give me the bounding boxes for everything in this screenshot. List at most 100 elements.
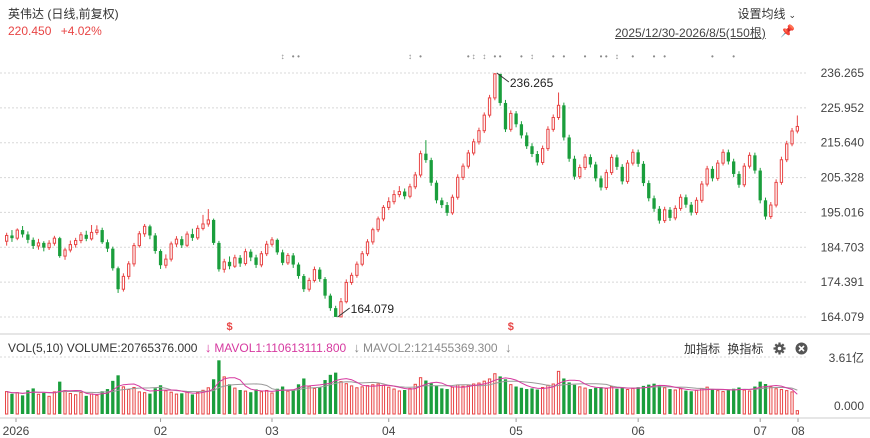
volume-bar bbox=[456, 384, 460, 415]
volume-bar bbox=[360, 386, 364, 415]
candle-body bbox=[503, 102, 508, 130]
candle-body bbox=[349, 274, 354, 283]
volume-bar bbox=[270, 392, 274, 415]
x-tick-label: 04 bbox=[382, 424, 396, 438]
volume-bar bbox=[631, 387, 635, 415]
event-marker: • bbox=[520, 52, 523, 61]
candle-body bbox=[525, 135, 529, 147]
candle-body bbox=[583, 156, 587, 169]
volume-bar bbox=[153, 388, 157, 414]
mavol2-line bbox=[6, 380, 798, 394]
volume-bar bbox=[280, 386, 285, 414]
add-indicator-button[interactable]: 加指标 bbox=[684, 342, 721, 356]
candle-body bbox=[270, 239, 274, 245]
candle-body bbox=[227, 261, 232, 267]
candle-body bbox=[148, 226, 152, 236]
pin-icon[interactable]: 📌 bbox=[780, 24, 795, 38]
candle-body bbox=[79, 234, 83, 242]
volume-bar bbox=[265, 389, 269, 415]
volume-bar bbox=[180, 393, 184, 414]
event-marker: • bbox=[467, 52, 470, 61]
candle-body bbox=[514, 113, 518, 125]
mavol1-line bbox=[6, 377, 798, 396]
dividend-marker: $ bbox=[508, 321, 514, 333]
volume-bar bbox=[403, 390, 407, 414]
date-range-link[interactable]: 2025/12/30-2026/8/5(150根) bbox=[615, 26, 766, 40]
candle-body bbox=[790, 130, 794, 145]
event-marker: • bbox=[584, 52, 587, 61]
candle-body bbox=[615, 157, 619, 167]
candle-body bbox=[530, 146, 534, 155]
x-tick-label: 2026 bbox=[3, 424, 30, 438]
event-marker: • bbox=[562, 52, 565, 61]
candle-body bbox=[132, 245, 136, 265]
volume-bar bbox=[169, 391, 173, 415]
volume-bar bbox=[445, 389, 449, 414]
volume-bar bbox=[68, 392, 72, 415]
candle-body bbox=[10, 235, 14, 239]
volume-bar bbox=[116, 375, 120, 414]
volume-bar bbox=[732, 388, 736, 414]
candle-body bbox=[753, 155, 757, 171]
volume-bar bbox=[440, 388, 444, 414]
x-tick-label: 03 bbox=[265, 424, 279, 438]
volume-bar bbox=[328, 374, 333, 414]
candle-body bbox=[291, 255, 295, 265]
candle-body bbox=[668, 209, 672, 218]
volume-bar bbox=[503, 379, 508, 414]
x-tick-label: 08 bbox=[791, 424, 805, 438]
volume-bar bbox=[243, 390, 248, 415]
candle-body bbox=[429, 160, 433, 183]
candle-body bbox=[63, 249, 67, 257]
event-marker: ↕ bbox=[472, 52, 476, 61]
high-annotation: 236.265 bbox=[510, 76, 554, 90]
volume-bar bbox=[493, 373, 497, 415]
candle-body bbox=[233, 257, 237, 267]
candle-body bbox=[42, 242, 46, 248]
volume-bar bbox=[652, 383, 656, 414]
volume-bar bbox=[36, 393, 41, 415]
last-price: 220.450 bbox=[8, 24, 52, 38]
gear-icon[interactable] bbox=[773, 342, 786, 355]
volume-bar bbox=[185, 391, 189, 415]
candle-body bbox=[572, 158, 577, 177]
volume-bar bbox=[599, 387, 603, 414]
volume-bar bbox=[413, 383, 417, 415]
candle-body bbox=[153, 235, 157, 252]
volume-bar bbox=[73, 394, 78, 415]
candle-body bbox=[47, 242, 51, 249]
volume-bar bbox=[487, 378, 492, 415]
candle-body bbox=[318, 269, 322, 280]
candle-body bbox=[222, 261, 226, 270]
candle-body bbox=[381, 206, 386, 220]
volume-bar bbox=[562, 378, 566, 414]
candle-body bbox=[142, 225, 147, 235]
volume-bar bbox=[318, 387, 322, 414]
candle-body bbox=[328, 295, 333, 309]
price-change: +4.02% bbox=[60, 24, 102, 38]
switch-indicator-button[interactable]: 换指标 bbox=[727, 342, 764, 356]
volume-bar bbox=[742, 389, 746, 415]
low-pointer bbox=[337, 307, 350, 318]
volume-bar bbox=[100, 391, 104, 414]
volume-bar bbox=[657, 385, 662, 414]
candle-body bbox=[339, 301, 343, 318]
candle-body bbox=[121, 275, 126, 290]
volume-bar bbox=[397, 390, 401, 415]
volume-bar bbox=[121, 386, 126, 415]
candle-body bbox=[440, 200, 444, 206]
candle-body bbox=[747, 154, 752, 167]
close-icon[interactable] bbox=[795, 342, 808, 355]
ma-settings-button[interactable]: 设置均线 ⌄ bbox=[737, 5, 796, 22]
candle-body bbox=[365, 241, 370, 255]
candle-body bbox=[302, 276, 306, 290]
candle-body bbox=[259, 253, 264, 266]
volume-bar bbox=[15, 392, 19, 415]
candle-body bbox=[403, 191, 407, 197]
candle-body bbox=[716, 162, 720, 179]
volume-bar bbox=[381, 384, 386, 415]
y-tick-label: 205.328 bbox=[821, 171, 865, 185]
volume-bar bbox=[615, 388, 619, 414]
volume-bar bbox=[174, 393, 179, 415]
